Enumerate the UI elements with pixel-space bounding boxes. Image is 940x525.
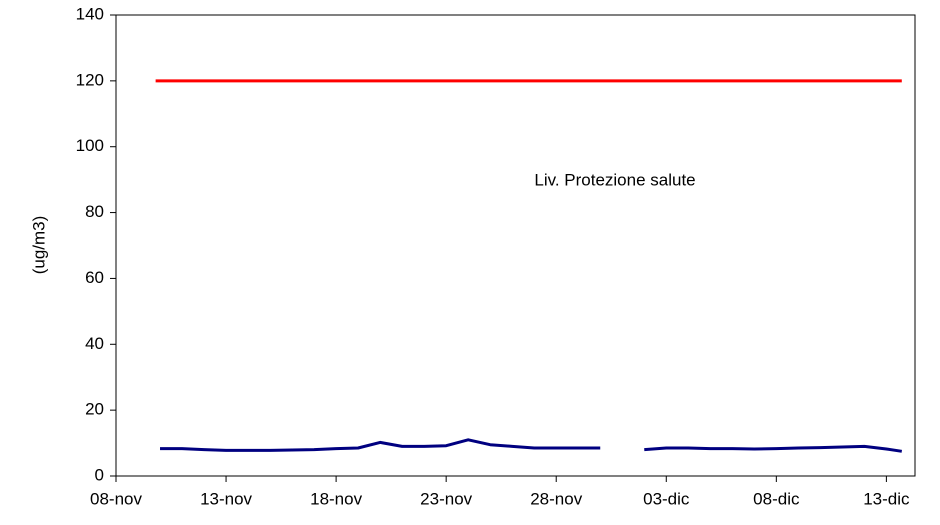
x-tick-label: 08-dic: [753, 489, 800, 508]
x-tick-label: 13-dic: [863, 489, 910, 508]
series-line: [160, 438, 601, 452]
x-tick-label: 23-nov: [420, 489, 472, 508]
x-tick-label: 08-nov: [90, 489, 142, 508]
y-tick-label: 60: [85, 268, 104, 287]
x-tick-label: 03-dic: [643, 489, 690, 508]
y-tick-label: 40: [85, 334, 104, 353]
annotation: Liv. Protezione salute: [534, 170, 695, 189]
x-tick-label: 28-nov: [530, 489, 582, 508]
y-tick-label: 100: [76, 136, 104, 155]
y-tick-label: 80: [85, 202, 104, 221]
plot-area: [115, 14, 916, 477]
y-tick-label: 0: [95, 465, 104, 484]
x-tick-label: 13-nov: [200, 489, 252, 508]
x-tick-label: 18-nov: [310, 489, 362, 508]
y-tick-label: 120: [76, 70, 104, 89]
y-tick-label: 20: [85, 400, 104, 419]
series-line: [644, 444, 903, 453]
y-tick-label: 140: [76, 4, 104, 23]
y-axis-label: (ug/m3): [29, 216, 48, 275]
